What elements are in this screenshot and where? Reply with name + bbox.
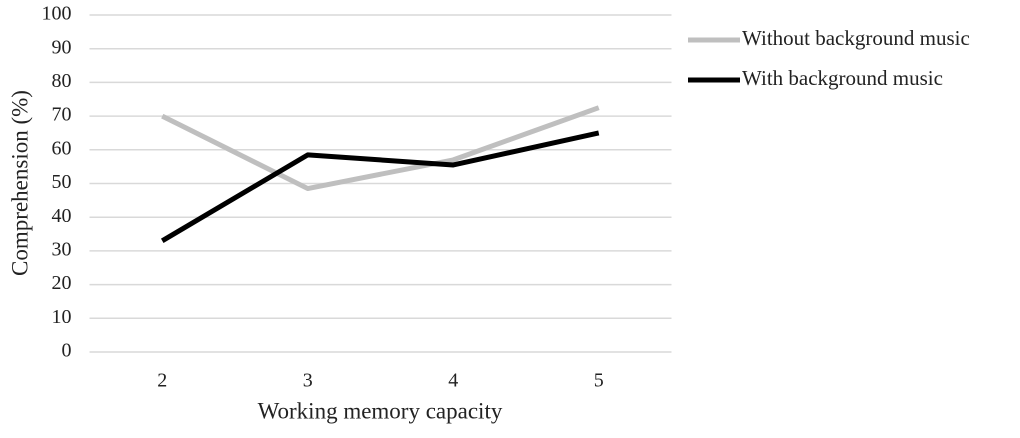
x-tick-label: 5 bbox=[594, 370, 604, 392]
y-tick-label: 20 bbox=[52, 272, 72, 294]
y-tick-label: 30 bbox=[52, 238, 72, 260]
y-tick-label: 70 bbox=[52, 104, 72, 126]
x-axis-title: Working memory capacity bbox=[258, 398, 503, 423]
y-tick-label: 10 bbox=[52, 306, 72, 328]
legend-label: With background music bbox=[742, 66, 943, 90]
y-tick-label: 90 bbox=[52, 36, 72, 58]
y-tick-label: 100 bbox=[42, 3, 72, 25]
x-tick-label: 4 bbox=[448, 370, 458, 392]
legend-label: Without background music bbox=[742, 26, 970, 50]
x-tick-label: 3 bbox=[303, 370, 313, 392]
y-tick-label: 40 bbox=[52, 205, 72, 227]
y-tick-label: 50 bbox=[52, 171, 72, 193]
y-axis-title: Comprehension (%) bbox=[7, 90, 32, 276]
x-tick-label: 2 bbox=[157, 370, 167, 392]
data-line bbox=[161, 105, 600, 192]
y-tick-label: 80 bbox=[52, 70, 72, 92]
y-tick-label: 60 bbox=[52, 137, 72, 159]
data-line bbox=[160, 130, 600, 243]
y-tick-label: 0 bbox=[62, 340, 72, 362]
